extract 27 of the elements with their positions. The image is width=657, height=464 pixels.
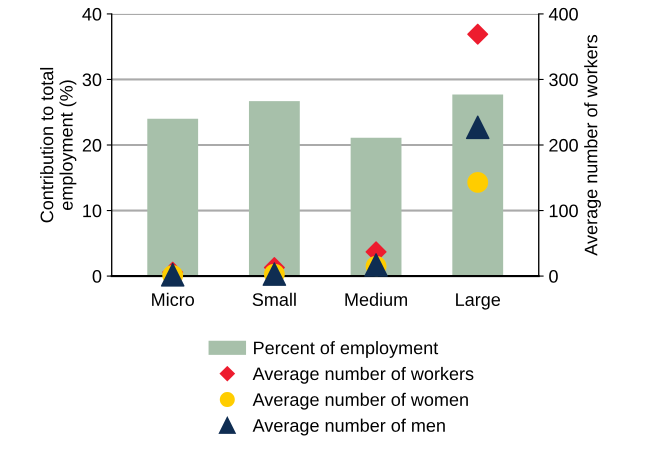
bar (147, 118, 198, 276)
point (467, 24, 488, 45)
y-tick-label: 40 (82, 8, 102, 21)
y2-tick-label: 100 (550, 204, 578, 218)
y-tick-label: 20 (82, 138, 102, 152)
x-tick-label: Micro (152, 292, 194, 306)
x-tick-label: Small (252, 292, 296, 306)
bar (452, 94, 504, 276)
x-tick-label: Large (456, 293, 500, 310)
bar (350, 138, 402, 276)
y2-tick-label: 200 (549, 138, 578, 152)
legend-label: Average number of men (252, 418, 445, 436)
y-tick-label: 30 (82, 73, 102, 86)
legend-label: Average number of workers (252, 366, 474, 384)
y-axis-title: Contribution to total employment (%) (40, 68, 76, 222)
legend-label: Percent of employment (254, 341, 438, 358)
bar (248, 101, 300, 276)
point (467, 172, 488, 193)
y-tick-label: 0 (92, 270, 102, 283)
y2-axis-title: Average number of workers (584, 34, 601, 256)
y-tick-label: 10 (83, 204, 102, 218)
y2-tick-label: 400 (548, 8, 578, 21)
legend-label: Average number of women (252, 392, 468, 410)
point (466, 116, 490, 140)
y2-tick-label: 300 (549, 73, 578, 86)
y2-tick-label: 0 (549, 270, 558, 283)
x-tick-label: Medium (345, 292, 407, 306)
